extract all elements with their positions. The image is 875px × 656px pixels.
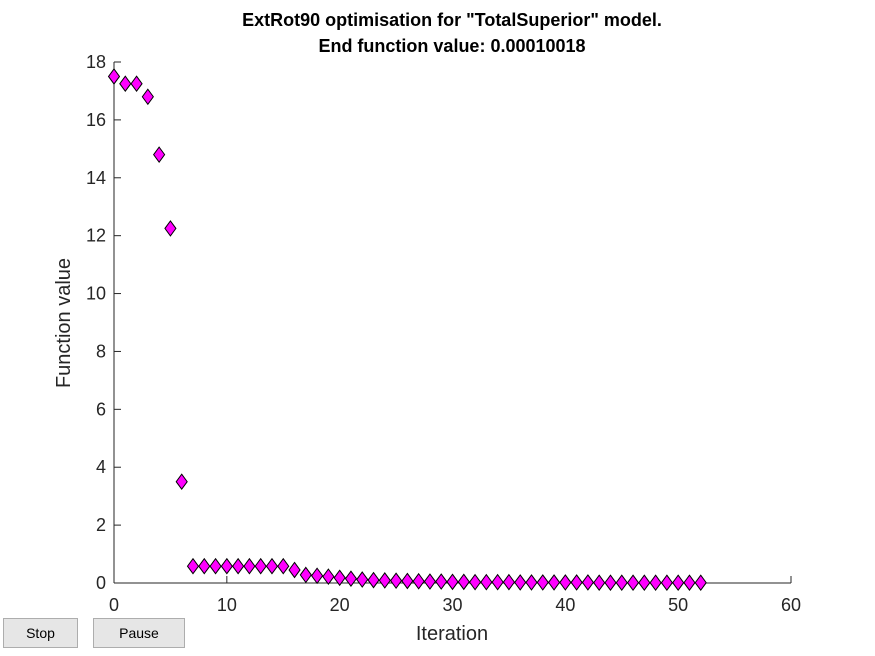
data-point [198,557,211,575]
data-point [626,574,640,592]
data-point [367,571,380,589]
tick-labels: 0 10 20 30 40 50 60 0 2 4 6 8 10 12 14 16 18 [86,52,801,615]
y-tick-label: 6 [96,399,106,419]
axes [113,62,791,584]
chart-title-line2: End function value: 0.00010018 [318,36,585,56]
data-point [694,574,707,592]
x-tick-label: 10 [217,595,237,615]
data-point [231,557,245,575]
data-point [265,557,279,575]
data-point [401,572,414,590]
y-tick-label: 8 [96,341,106,361]
data-point [536,574,549,591]
data-point [254,557,267,575]
data-point [310,567,324,585]
data-point [649,574,662,592]
data-point [683,574,696,592]
data-point [164,220,177,237]
y-tick-label: 18 [86,52,106,72]
y-tick-label: 2 [96,515,106,535]
y-tick-label: 16 [86,110,106,130]
y-axis-label: Function value [53,258,75,388]
y-tick-label: 14 [86,168,106,188]
data-point [243,557,256,575]
y-tick-label: 4 [96,457,106,477]
data-point [559,574,572,591]
x-tick-label: 40 [555,595,575,615]
data-point [209,557,222,575]
data-point [672,574,685,592]
data-point [130,75,143,93]
data-point [423,573,437,590]
data-point [547,574,561,591]
data-point [502,573,516,591]
data-point [378,572,391,589]
data-point [322,568,335,585]
data-point [153,146,166,163]
data-point [389,572,403,590]
data-point [514,574,527,591]
data-point [344,570,358,588]
data-point [480,573,493,591]
x-tick-label: 0 [109,595,119,615]
x-tick-label: 50 [668,595,688,615]
data-point [570,574,583,591]
pause-button[interactable]: Pause [93,618,185,648]
data-point [581,574,595,591]
chart-title-line1: ExtRot90 optimisation for "TotalSuperior… [242,10,662,30]
data-point [186,557,200,575]
y-tick-label: 10 [86,284,106,304]
data-point [288,561,301,579]
data-point [446,573,459,591]
data-point [468,573,482,591]
stop-button[interactable]: Stop [3,618,78,648]
data-point [457,573,470,591]
data-point [141,88,154,106]
data-point [299,566,312,584]
x-tick-label: 20 [330,595,350,615]
data-point [333,569,346,587]
x-tick-label: 60 [781,595,801,615]
data-point [220,557,233,575]
y-tick-label: 0 [96,573,106,593]
data-point [525,574,538,591]
data-point [491,573,504,591]
tick-marks [113,61,792,584]
data-point [638,574,651,592]
data-point [615,574,628,592]
data-point [604,574,617,592]
x-axis-label: Iteration [416,623,488,645]
data-point [412,572,425,590]
data-point [435,573,448,590]
data-point [119,75,132,93]
data-point [660,574,674,592]
y-tick-label: 12 [86,226,106,246]
x-tick-label: 30 [442,595,462,615]
data-points [107,68,707,592]
data-point [277,557,290,575]
data-point [107,68,121,85]
data-point [175,473,188,491]
data-point [356,571,369,588]
data-point [593,574,606,592]
